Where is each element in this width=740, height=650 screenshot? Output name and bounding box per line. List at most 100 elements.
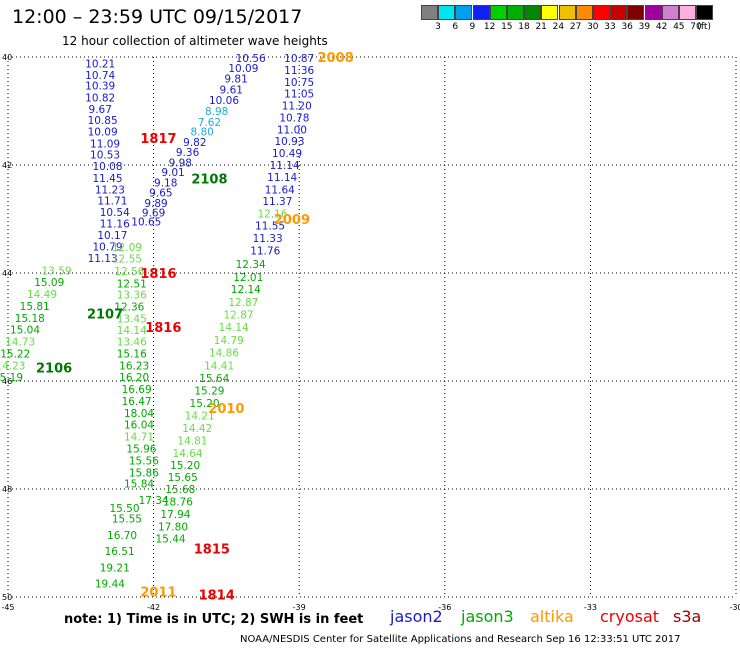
legend-unit: (ft): [697, 22, 711, 32]
satellite-legend-jason3: jason3: [461, 607, 514, 626]
wave-height-value: 12.01: [233, 272, 263, 284]
wave-height-value: 10.09: [88, 127, 118, 139]
track-time-label: 1815: [194, 542, 230, 557]
wave-height-value: 16.23: [119, 360, 149, 372]
wave-height-value: 15.19: [0, 372, 23, 384]
track-time-label: 1816: [145, 321, 181, 336]
legend-label: 21: [535, 22, 547, 32]
wave-height-value: 11.36: [284, 65, 314, 77]
wave-height-value: 10.17: [97, 230, 127, 242]
wave-height-value: 12.55: [112, 253, 142, 265]
wave-height-value: 16.51: [105, 546, 135, 558]
wave-height-value: 16.69: [122, 384, 152, 396]
wave-height-value: 11.16: [100, 218, 130, 230]
legend-swatch: [661, 5, 679, 20]
legend-swatch: [696, 5, 714, 20]
legend-label: 15: [501, 22, 513, 32]
lat-tick-label: 46: [2, 377, 12, 386]
lat-tick-label: 44: [2, 269, 12, 278]
legend-swatch: [507, 5, 524, 20]
wave-height-value: 10.93: [274, 136, 304, 148]
wave-height-value: 11.09: [90, 138, 120, 150]
wave-height-value: 9.82: [183, 137, 206, 149]
wave-height-value: 15.65: [168, 472, 198, 484]
wave-height-value: 14.21: [185, 411, 215, 423]
wave-height-value: 11.00: [277, 124, 307, 136]
wave-height-value: 9.81: [224, 74, 247, 86]
wave-height-value: 15.09: [34, 277, 64, 289]
legend-swatch: [438, 5, 456, 20]
wave-height-value: 11.45: [92, 173, 122, 185]
wave-height-value: 11.71: [97, 196, 127, 208]
lat-tick-label: 42: [2, 161, 12, 170]
lat-lon-grid: [7, 56, 737, 598]
wave-height-value: 12.87: [228, 297, 258, 309]
wave-height-value: 12.87: [224, 310, 254, 322]
wave-height-value: 13.45: [117, 313, 147, 325]
wave-height-value: 10.75: [284, 77, 314, 89]
wave-height-value: 9.61: [220, 84, 243, 96]
wave-height-value: 11.37: [262, 196, 292, 208]
wave-height-value: 11.13: [88, 253, 118, 265]
wave-height-value: 9.65: [149, 188, 172, 200]
wave-height-value: 9.89: [144, 198, 167, 210]
wave-height-value: 13.46: [117, 337, 147, 349]
wave-height-value: 12.51: [117, 278, 147, 290]
lat-tick-label: 50: [2, 593, 12, 602]
wave-height-value: 9.01: [161, 167, 184, 179]
wave-height-value: 18.76: [163, 496, 193, 508]
lon-tick-label: -36: [438, 603, 451, 612]
wave-height-value: 15.68: [165, 484, 195, 496]
satellite-legend-cryosat: cryosat: [600, 607, 660, 626]
legend-swatch: [541, 5, 559, 20]
wave-height-value: 9.98: [169, 157, 192, 169]
legend-label: 33: [604, 22, 616, 32]
wave-height-value: 14.73: [5, 337, 35, 349]
track-time-label: 2108: [191, 173, 227, 188]
legend-label: 42: [655, 22, 668, 32]
legend-swatch: [421, 5, 438, 20]
wave-height-value: 10.85: [88, 115, 118, 127]
wave-height-value: 10.39: [85, 81, 115, 93]
wave-height-value: 10.08: [92, 161, 122, 173]
legend-label: 70: [690, 22, 702, 32]
legend-swatch: [679, 5, 696, 20]
wave-height-value: 10.65: [131, 217, 161, 229]
wave-height-value: 10.82: [85, 93, 115, 105]
satellite-legend-altika: altika: [530, 607, 574, 626]
wave-height-value: 15.84: [124, 479, 154, 491]
wave-height-value: 11.23: [95, 184, 125, 196]
wave-height-value: 15.04: [10, 325, 40, 337]
track-labels: 2008 1817 2108 2009 1816 2107 1816 2106 2010 1815…: [36, 51, 354, 603]
wave-height-value: 15.56: [129, 455, 159, 467]
wave-height-value: 10.09: [228, 63, 258, 75]
units-note: note: 1) Time is in UTC; 2) SWH is in fe…: [64, 612, 364, 627]
wave-height-value: 7.62: [198, 117, 221, 129]
wave-height-value: 10.49: [272, 148, 302, 160]
wave-height-value: 12.36: [114, 301, 144, 313]
track-time-label: 2011: [140, 586, 176, 601]
track-time-label: 2008: [318, 51, 354, 66]
track-time-label: 1814: [199, 588, 235, 603]
wave-height-value: 14.23: [0, 360, 25, 372]
wave-height-value: 19.44: [95, 579, 125, 591]
wave-height-value: 10.21: [85, 58, 115, 70]
wave-height-value: 9.36: [176, 147, 200, 159]
wave-height-value: 11.64: [265, 184, 295, 196]
wave-height-value: 9.69: [142, 208, 165, 220]
legend-label: 36: [621, 22, 633, 32]
track-time-label: 1816: [140, 267, 176, 282]
lon-tick-label: -39: [293, 603, 306, 612]
legend-label: 39: [638, 22, 651, 32]
wave-height-value: 15.96: [126, 444, 156, 456]
legend-swatch: [472, 5, 490, 20]
legend-label: 27: [569, 22, 582, 32]
legend-swatch: [593, 5, 610, 20]
wave-height-value: 12.09: [112, 242, 142, 254]
track-time-label: 2107: [87, 308, 123, 323]
legend-swatch: [644, 5, 662, 20]
wave-height-value: 9.18: [154, 177, 177, 189]
wave-height-value: 10.56: [236, 53, 266, 65]
wave-height-value: 17.34: [139, 495, 169, 507]
